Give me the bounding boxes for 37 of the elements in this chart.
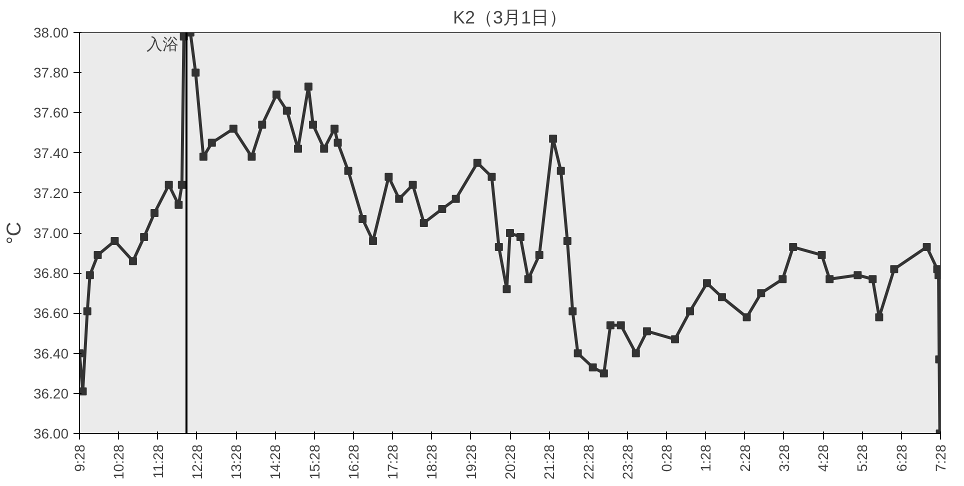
x-tick-label: 22:28: [580, 444, 596, 480]
x-tick-label: 20:28: [502, 444, 518, 480]
y-tick-label: 37.00: [33, 225, 69, 241]
x-tick-label: 9:28: [72, 444, 88, 472]
x-tick-label: 14:28: [267, 444, 284, 480]
y-tick-label: 37.20: [33, 184, 69, 201]
x-tick-label: 16:28: [345, 444, 362, 480]
y-tick-label: 38.00: [33, 24, 69, 40]
x-tick-label: 19:28: [462, 444, 479, 480]
x-tick-label: 18:28: [424, 444, 440, 480]
ref-line-label: 入浴: [146, 36, 178, 54]
x-tick-label: 13:28: [228, 444, 244, 480]
x-tick-label: 12:28: [188, 444, 205, 480]
y-tick-label: 36.60: [33, 305, 69, 322]
x-tick-label: 6:28: [893, 444, 910, 472]
y-tick-label: 36.40: [33, 345, 69, 362]
x-tick-label: 21:28: [541, 444, 558, 480]
y-tick-label: 37.40: [33, 144, 69, 161]
x-tick-label: 0:28: [658, 444, 675, 472]
x-tick-label: 5:28: [854, 444, 870, 472]
y-axis-title: °C: [3, 222, 26, 244]
y-tick-label: 36.00: [33, 426, 69, 442]
x-tick-label: 10:28: [110, 444, 127, 480]
x-tick-label: 3:28: [776, 444, 792, 472]
x-tick-label: 4:28: [815, 444, 832, 472]
x-tick-label: 11:28: [150, 444, 166, 478]
y-tick-label: 36.20: [33, 385, 69, 402]
y-tick-label: 37.80: [33, 64, 69, 81]
x-tick-label: 7:28: [932, 444, 948, 472]
x-tick-label: 2:28: [736, 444, 753, 472]
y-tick-label: 37.60: [33, 104, 69, 121]
x-tick-label: 15:28: [306, 444, 322, 480]
x-tick-label: 23:28: [619, 444, 636, 480]
x-tick-label: 1:28: [698, 444, 714, 472]
y-tick-label: 36.80: [33, 265, 69, 282]
x-tick-label: 17:28: [384, 444, 401, 480]
chart-title: K2（3月1日）: [452, 8, 568, 28]
